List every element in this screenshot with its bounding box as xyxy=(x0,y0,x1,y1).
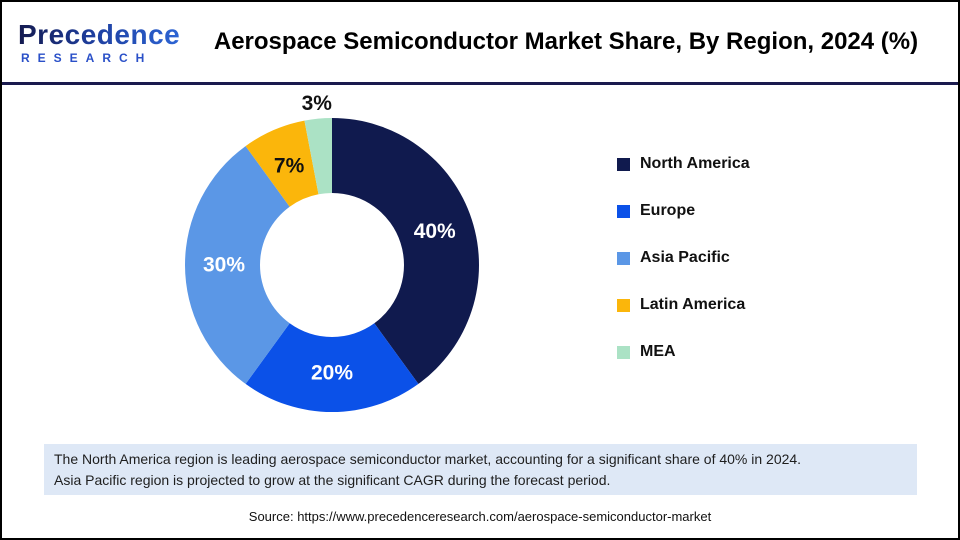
legend-swatch-europe xyxy=(617,204,630,218)
chart-title: Aerospace Semiconductor Market Share, By… xyxy=(213,28,919,55)
legend-label-asia-pacific: Asia Pacific xyxy=(640,249,730,266)
note-line-1: The North America region is leading aero… xyxy=(54,451,802,467)
slice-value-label-north-america: 40% xyxy=(414,220,456,243)
source-line: Source: https://www.precedenceresearch.c… xyxy=(248,509,712,524)
legend-label-europe: Europe xyxy=(640,202,696,219)
note-line-2: Asia Pacific region is projected to grow… xyxy=(54,472,611,488)
slice-value-label-asia-pacific: 30% xyxy=(203,254,245,277)
legend-item-asia-pacific: Asia Pacific xyxy=(617,249,750,267)
chart-legend: North America Europe Asia Pacific Latin Ame… xyxy=(617,155,750,390)
legend-swatch-north-america xyxy=(617,157,630,171)
legend-item-north-america: North America xyxy=(617,155,750,173)
legend-swatch-latin-america xyxy=(617,298,630,312)
legend-swatch-mea xyxy=(617,345,630,359)
donut-chart: 40% 20% 30% 7% 3% xyxy=(184,92,479,413)
donut-slice-asia-pacific xyxy=(184,146,290,384)
legend-label-mea: MEA xyxy=(640,343,676,360)
legend-item-latin-america: Latin America xyxy=(617,296,750,314)
logo-subtitle: RESEARCH xyxy=(21,50,153,65)
donut-slice-north-america xyxy=(332,118,479,384)
logo-wordmark: Precedence xyxy=(18,20,188,49)
donut-slice-europe xyxy=(245,323,419,413)
header: Precedence RESEARCH Aerospace Semiconduc… xyxy=(2,2,958,85)
legend-item-europe: Europe xyxy=(617,202,750,220)
slice-value-label-europe: 20% xyxy=(311,362,353,385)
highlight-note: The North America region is leading aero… xyxy=(44,444,917,495)
legend-label-north-america: North America xyxy=(640,155,750,172)
donut-slice-mea xyxy=(304,118,332,195)
donut-slice-latin-america xyxy=(245,120,319,207)
slice-value-label-mea: 3% xyxy=(302,92,333,115)
precedence-research-logo: Precedence RESEARCH xyxy=(18,20,188,65)
chart-area: 40% 20% 30% 7% 3% North America Europe Asia Pa… xyxy=(2,85,958,535)
legend-label-latin-america: Latin America xyxy=(640,296,746,313)
legend-swatch-asia-pacific xyxy=(617,251,630,265)
legend-item-mea: MEA xyxy=(617,343,750,361)
slice-value-label-latin-america: 7% xyxy=(274,154,305,177)
